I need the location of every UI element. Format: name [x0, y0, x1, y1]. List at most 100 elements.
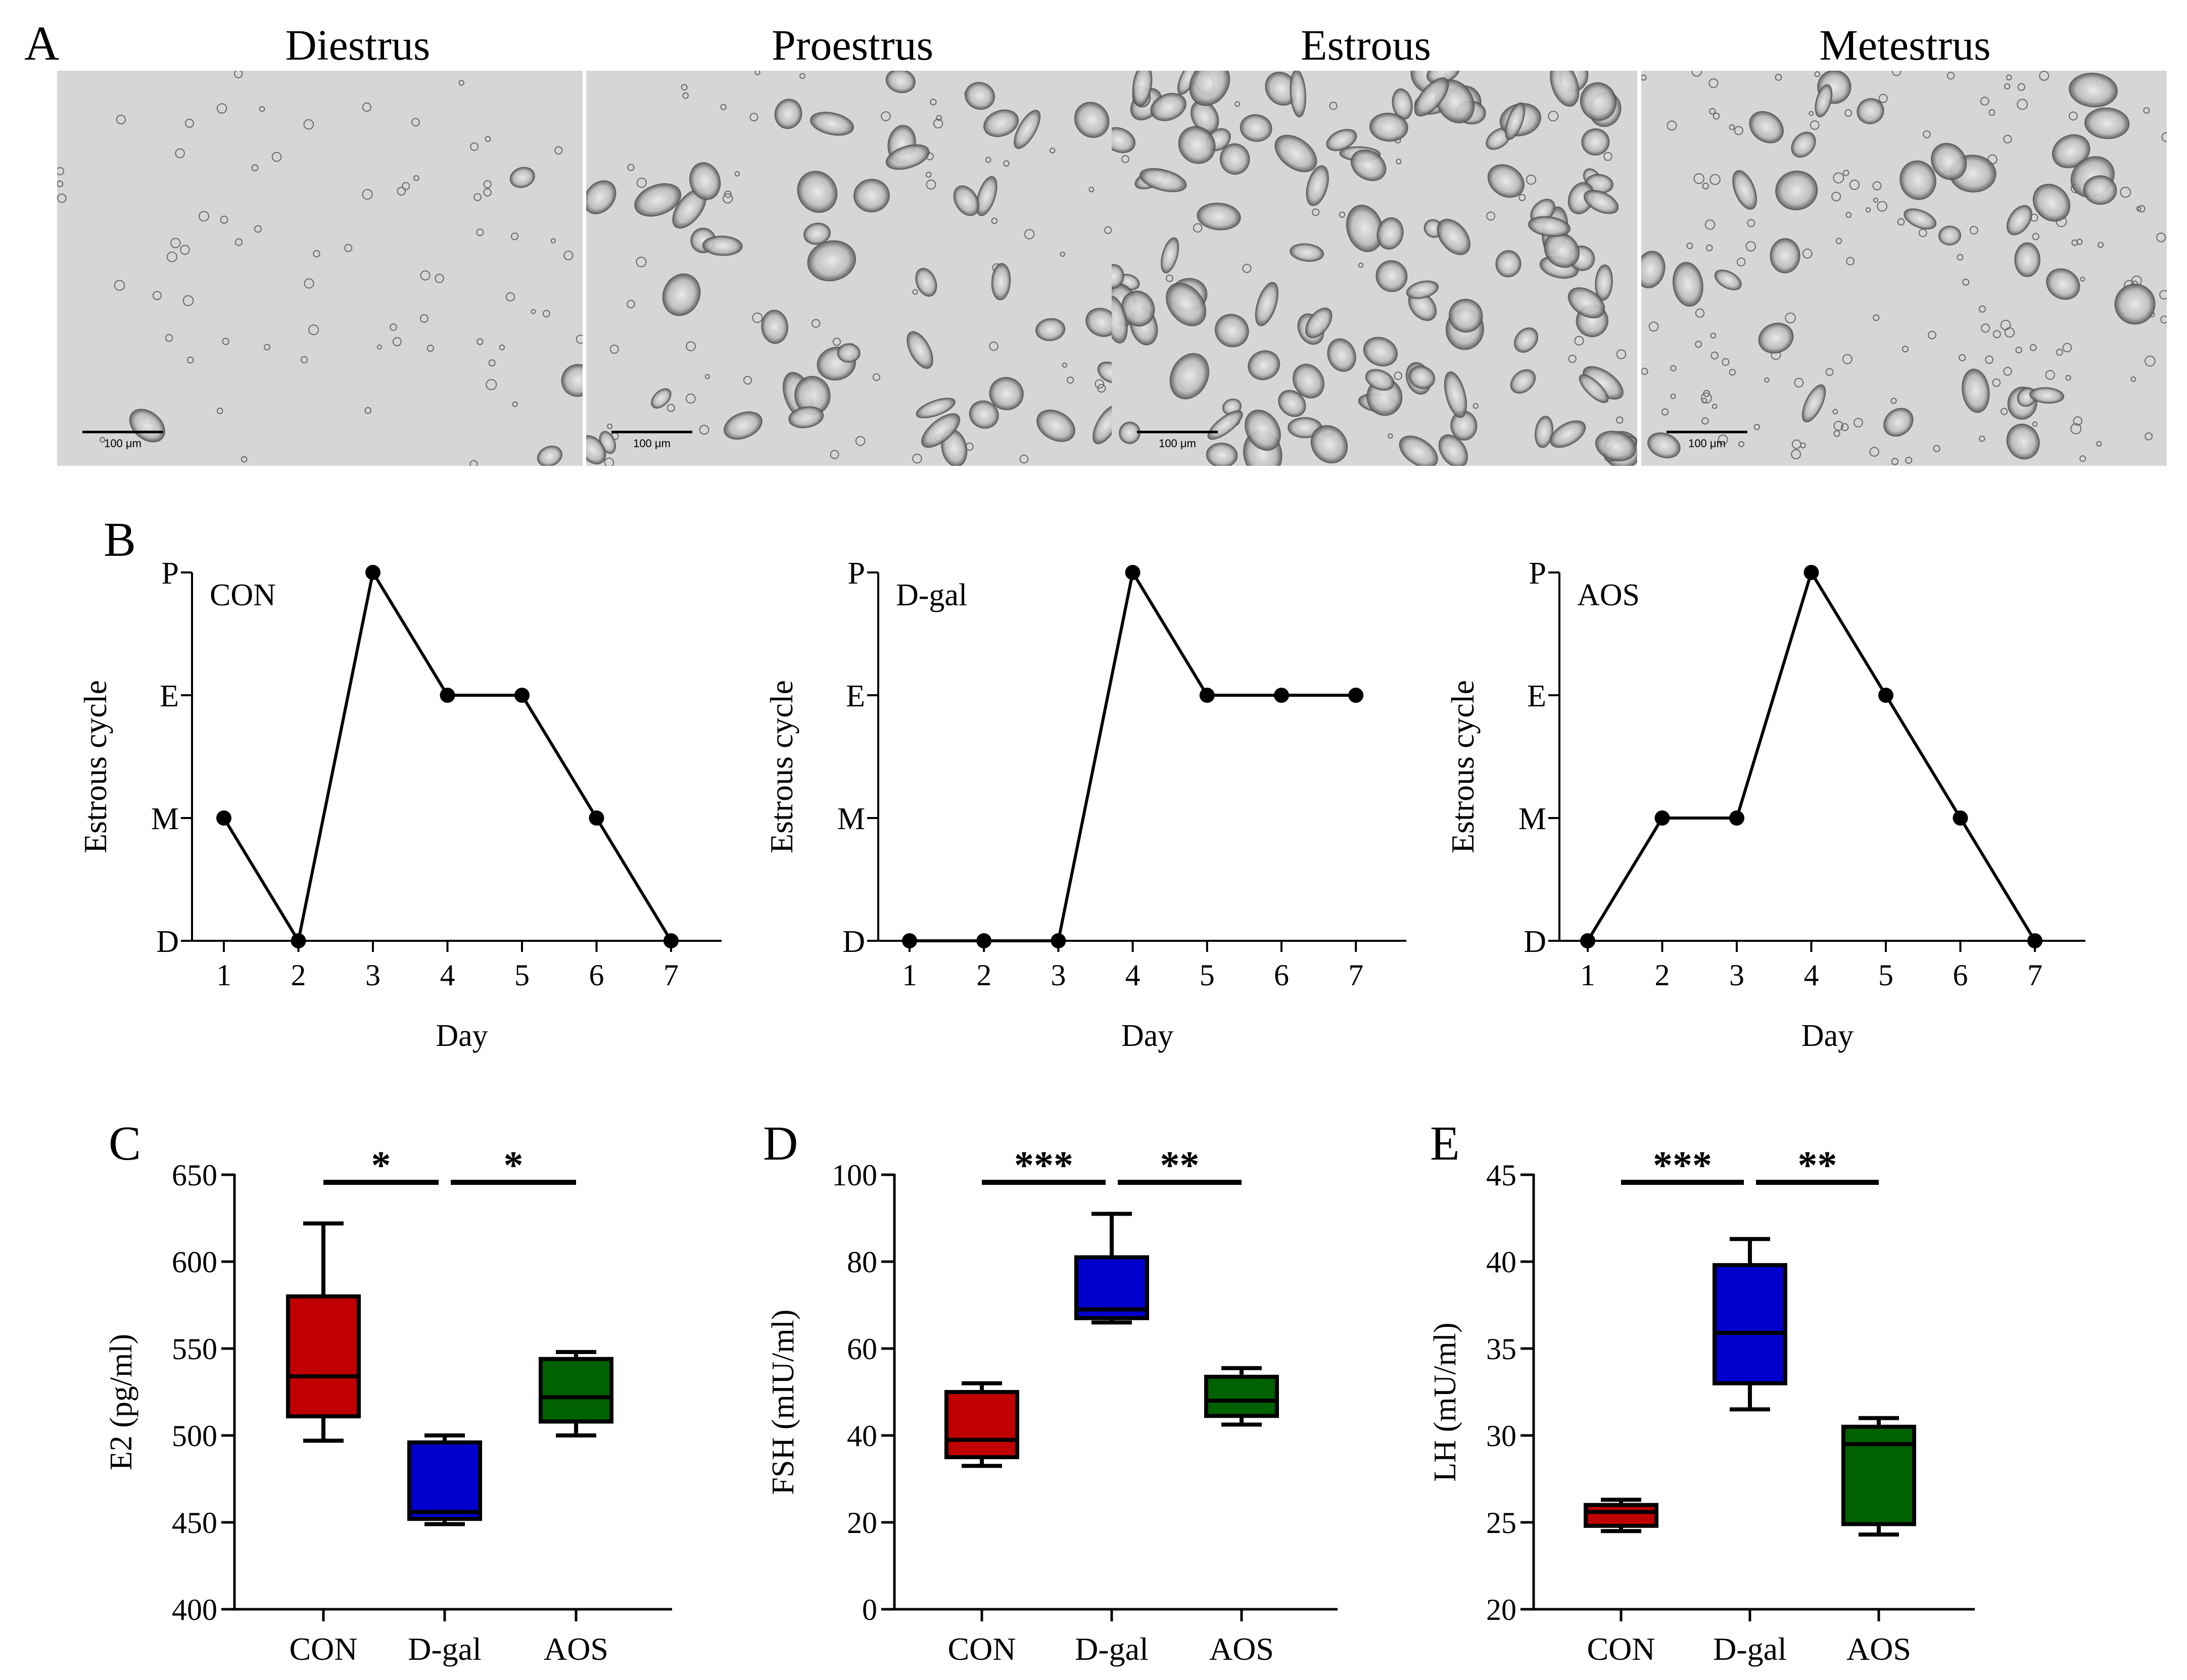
epithelial-cell	[2014, 242, 2040, 277]
epithelial-cell	[1240, 114, 1272, 142]
cell	[499, 344, 505, 351]
cell	[411, 118, 420, 127]
cell	[1701, 417, 1709, 425]
cell	[271, 152, 282, 162]
cell	[2000, 319, 2011, 330]
epithelial-cell	[983, 109, 1019, 137]
cell	[991, 217, 998, 224]
epithelial-cell	[2029, 387, 2064, 404]
cell	[1661, 408, 1669, 416]
cell	[685, 393, 696, 404]
epithelial-cell	[1278, 390, 1306, 417]
y-tick-label: 100	[832, 1159, 877, 1192]
epithelial-cell	[2114, 283, 2156, 325]
significance-label: *	[504, 1143, 524, 1187]
cell	[1574, 335, 1584, 346]
epithelial-cell	[1406, 280, 1439, 299]
cell	[2136, 206, 2142, 212]
cell	[1736, 257, 1746, 267]
epithelial-cell	[1528, 216, 1571, 237]
cell	[2096, 441, 2102, 447]
cycle-point-day-4	[1125, 565, 1140, 580]
cell	[1691, 71, 1702, 77]
cell	[933, 118, 943, 129]
cell	[609, 344, 619, 354]
cell	[667, 404, 675, 412]
x-tick-label: 6	[589, 958, 604, 992]
y-tick-label: 450	[172, 1506, 217, 1540]
cell	[1840, 423, 1849, 431]
epithelial-cell	[1197, 203, 1241, 230]
cell	[1985, 355, 1993, 364]
cycle-point-day-3	[1729, 810, 1744, 826]
cycle-point-day-2	[976, 933, 992, 948]
cell	[1946, 71, 1955, 80]
cell	[2017, 83, 2025, 91]
epithelial-cell	[1375, 260, 1408, 292]
epithelial-cell	[989, 377, 1024, 410]
epithelial-cell	[1510, 369, 1536, 394]
cell-layer	[1112, 71, 1637, 466]
y-tick-label: 25	[1486, 1506, 1516, 1540]
epithelial-cell	[1214, 314, 1249, 348]
epithelial-cell	[1074, 102, 1110, 138]
cell	[1686, 242, 1693, 250]
epithelial-cell	[1487, 164, 1525, 198]
epithelial-cell	[2068, 73, 2118, 108]
cell	[531, 309, 536, 314]
cell	[1992, 378, 2001, 387]
epithelial-cell	[1775, 170, 1818, 211]
x-tick-label: 5	[1200, 958, 1215, 992]
box-d-gal	[1713, 1263, 1787, 1385]
x-tick-label: 1	[1580, 958, 1595, 992]
cell	[1121, 155, 1129, 163]
cell	[604, 457, 614, 466]
cell	[165, 334, 173, 342]
cell	[1603, 152, 1612, 161]
epithelial-cell	[2046, 268, 2080, 300]
epithelial-cell	[1132, 71, 1153, 107]
epithelial-cell	[1206, 443, 1238, 466]
cell	[1890, 398, 1897, 404]
epithelial-cell	[965, 82, 995, 110]
epithelial-cell	[1150, 92, 1186, 121]
epithelial-cell	[1758, 322, 1794, 354]
cell	[220, 215, 228, 224]
cell	[1814, 71, 1821, 77]
epithelial-cell	[991, 263, 1011, 301]
cell	[458, 80, 464, 86]
epithelial-cell	[1962, 368, 1990, 413]
cell	[1695, 341, 1702, 348]
x-tick-label: 7	[2027, 958, 2042, 992]
y-tick-label: D	[156, 925, 179, 959]
panel-letter: C	[109, 1116, 141, 1170]
y-axis-title: E2 (pg/ml)	[104, 1334, 138, 1470]
epithelial-cell	[1595, 264, 1613, 301]
x-tick-label: 2	[291, 958, 306, 992]
cell	[57, 167, 65, 175]
cell	[1722, 358, 1730, 366]
cell	[2160, 315, 2167, 324]
significance-label: **	[1160, 1143, 1200, 1187]
epithelial-cell	[1414, 77, 1449, 117]
cell	[1785, 312, 1796, 323]
x-tick-label: CON	[947, 1631, 1016, 1667]
cell	[390, 323, 397, 331]
cell	[2062, 343, 2072, 353]
estrous-chart-aos: D M E P 1 2 3 4 5 6 7 Day Estrous cycle AOS	[1445, 556, 2085, 1053]
cell	[2039, 71, 2050, 81]
cell	[722, 193, 733, 204]
cell	[1710, 351, 1719, 360]
cell	[1969, 226, 1978, 234]
cell	[2032, 232, 2039, 241]
cell	[477, 338, 484, 345]
cell	[114, 279, 125, 291]
y-tick-label: M	[1518, 802, 1546, 836]
box-con	[944, 1390, 1019, 1459]
cell	[576, 334, 583, 344]
epithelial-cell	[1350, 150, 1387, 181]
x-tick-label: AOS	[544, 1631, 608, 1667]
cell	[681, 84, 688, 91]
cell	[1670, 365, 1677, 372]
y-tick-label: P	[848, 556, 865, 591]
